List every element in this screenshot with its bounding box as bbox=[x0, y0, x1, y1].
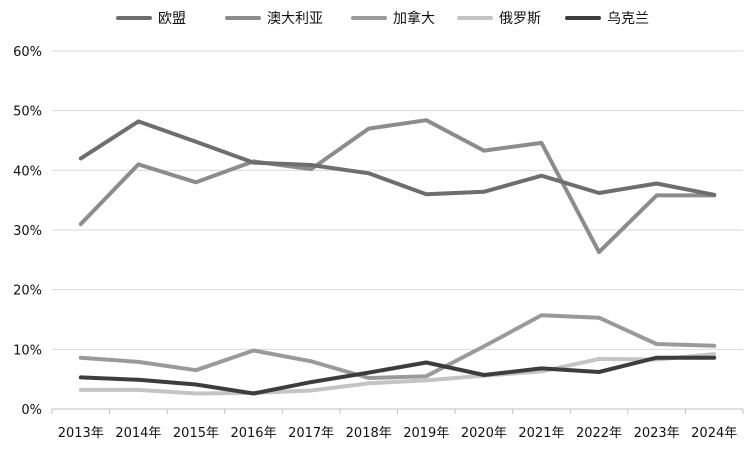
series-line bbox=[78, 352, 717, 396]
x-tick-label: 2021年 bbox=[518, 426, 564, 441]
legend-label: 乌克兰 bbox=[607, 11, 649, 27]
y-tick-label: 30% bbox=[13, 224, 42, 239]
legend: 欧盟 澳大利亚 加拿大 俄罗斯 乌克兰 bbox=[116, 10, 649, 27]
y-tick-label: 50% bbox=[13, 105, 42, 120]
axes: 0% 10% 20% 30% 40% 50% 60% 2013年 2014年 2015年 2016年… bbox=[13, 45, 744, 441]
gridlines bbox=[52, 50, 743, 350]
x-tick-label: 2018年 bbox=[346, 426, 392, 441]
x-tick-label: 2023年 bbox=[634, 426, 680, 441]
legend-label: 加拿大 bbox=[393, 10, 435, 27]
series-line bbox=[78, 313, 717, 380]
legend-label: 俄罗斯 bbox=[499, 11, 541, 27]
series-line bbox=[78, 355, 717, 396]
x-tick-label: 2019年 bbox=[403, 426, 449, 441]
legend-label: 澳大利亚 bbox=[267, 11, 323, 27]
series-lines bbox=[78, 118, 717, 396]
series-line bbox=[78, 119, 717, 197]
y-tick-label: 60% bbox=[13, 45, 42, 60]
y-tick-label: 10% bbox=[13, 343, 42, 358]
legend-label: 欧盟 bbox=[158, 11, 186, 27]
y-tick-label: 0% bbox=[21, 403, 42, 418]
series-line bbox=[78, 118, 717, 255]
y-tick-label: 20% bbox=[13, 284, 42, 299]
x-tick-label: 2024年 bbox=[691, 426, 737, 441]
x-tick-label: 2022年 bbox=[576, 426, 622, 441]
x-tick-label: 2016年 bbox=[230, 426, 276, 441]
x-tick-label: 2013年 bbox=[58, 426, 104, 441]
x-tick-label: 2014年 bbox=[115, 426, 161, 441]
x-tick-label: 2017年 bbox=[288, 426, 334, 441]
x-tick-label: 2015年 bbox=[173, 426, 219, 441]
y-tick-label: 40% bbox=[13, 164, 42, 179]
x-tick-label: 2020年 bbox=[461, 426, 507, 441]
